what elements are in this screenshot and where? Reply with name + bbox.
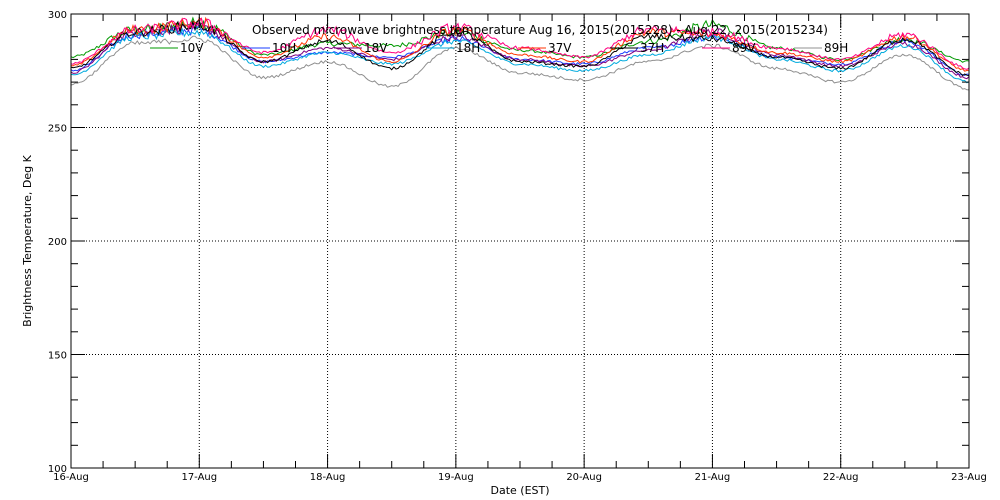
legend-label-89h: 89H [824,41,848,55]
legend-label-10h: 10H [272,41,296,55]
y-tick-label: 150 [48,351,67,362]
legend: 10V 10H 18V 18H 37V 37H 89V 89H [150,41,848,55]
legend-label-89v: 89V [732,41,756,55]
x-tick-label: 22-Aug [823,472,859,483]
legend-label-37v: 37V [548,41,572,55]
tick-labels: 100 150 200 250 300 16-Aug 17-Aug 18-Aug 19-Aug 2… [48,10,987,483]
y-tick-label: 250 [48,124,67,135]
x-tick-label: 20-Aug [566,472,602,483]
series-line-89h [70,35,970,91]
x-tick-label: 16-Aug [53,472,89,483]
axis-ticks [70,13,970,469]
x-tick-label: 18-Aug [310,472,346,483]
x-axis-label: Date (EST) [490,484,549,497]
x-tick-label: 23-Aug [951,472,987,483]
y-tick-label: 100 [48,464,67,475]
x-tick-label: 21-Aug [695,472,731,483]
y-tick-label: 300 [48,10,67,21]
series-line-18h [70,27,970,84]
x-tick-label: 19-Aug [438,472,474,483]
legend-label-37h: 37H [640,41,664,55]
x-tick-label: 17-Aug [181,472,217,483]
series-line-89v [70,17,970,70]
legend-label-10v: 10V [180,41,204,55]
legend-label-18h: 18H [456,41,480,55]
series-line-37h [70,19,970,77]
y-axis-label: Brightness Temperature, Deg K [21,154,34,326]
legend-label-18v: 18V [364,41,388,55]
series-line-37v [70,16,970,72]
plot-frame [70,13,970,469]
grid [71,14,969,468]
chart-title: Observed microwave brightness temperatur… [252,23,828,37]
series-lines [70,16,970,91]
y-tick-label: 200 [48,237,67,248]
